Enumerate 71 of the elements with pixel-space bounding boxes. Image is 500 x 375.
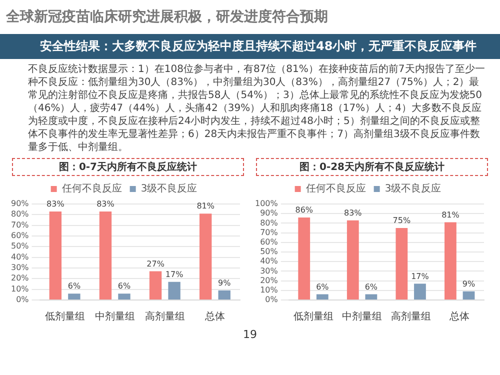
text: 安全性结果：大多数不良反应为轻中度且持续不超过48小时，无严重不良反应事件 <box>0 34 500 59</box>
y-tick-label: 100% <box>254 199 278 208</box>
bar <box>462 291 475 300</box>
y-tick-label: 40% <box>260 256 278 266</box>
y-tick-label: 90% <box>11 199 30 208</box>
data-label: 83% <box>96 200 115 209</box>
bar <box>396 228 408 300</box>
bar <box>199 214 212 300</box>
data-label: 9% <box>218 278 232 288</box>
legend-label: 任何不良反应 <box>304 182 366 195</box>
x-tick-label: 中剂量组 <box>94 310 135 323</box>
data-label: 9% <box>462 279 476 288</box>
y-tick-label: 10% <box>260 285 278 294</box>
y-tick-label: 20% <box>260 276 278 285</box>
bar <box>149 271 162 300</box>
legend-label: 3级不良反应 <box>384 182 442 195</box>
y-tick-label: 80% <box>11 210 30 219</box>
data-label: 86% <box>295 206 314 215</box>
text: 19 <box>243 328 257 341</box>
bar <box>68 294 80 300</box>
legend-label: 3级不良反应 <box>140 182 198 195</box>
bar <box>99 211 112 300</box>
data-label: 6% <box>364 282 378 292</box>
data-label: 81% <box>442 210 460 220</box>
y-tick-label: 50% <box>260 247 278 256</box>
y-tick-label: 10% <box>11 284 30 294</box>
y-tick-label: 60% <box>11 231 30 240</box>
chart-title: 图：0-28天内所有不良反应统计 <box>256 158 488 176</box>
y-tick-label: 90% <box>260 208 278 218</box>
y-tick-label: 50% <box>11 242 30 251</box>
bar <box>218 290 230 300</box>
x-tick-label: 总体 <box>204 310 225 323</box>
y-tick-label: 20% <box>11 274 30 283</box>
y-tick-label: 30% <box>11 263 30 272</box>
y-tick-label: 70% <box>11 220 30 230</box>
bar <box>118 294 130 300</box>
text: 全球新冠疫苗临床研究进展积极，研发进度符合预期 <box>5 8 329 27</box>
y-tick-label: 60% <box>260 237 278 246</box>
x-tick-label: 高剂量组 <box>390 310 431 323</box>
chart-title: 图：0-7天内所有不良反应统计 <box>12 158 244 176</box>
bar <box>365 294 378 300</box>
data-label: 27% <box>146 259 165 268</box>
text: 不良反应统计数据显示：1）在108位参与者中，有87位（81%）在接种疫苗后的前7天内报告了至少一种不良反应：低剂量组为30人（83%），中剂量组为30人（83%），高剂量组27（75%）人；2）最常见的注射部位不良反应是疼痛，共报告58人（54%）；3）总体上最常见的系统性不良反应为发烧50（46%）人，疲劳47（44%）人，头痛42（39%）人和肌肉疼痛18（17%）人；4）大多数不良反应为轻度或中度，不良反应在接种后24小时内发生，持续不超过48小时；5）剂量组之间的不良反应或整体不良事件的发生率无显著性差异；6）28天内未报告严重不良事件；7）高剂量组3级不良反应事件数量多于低、中剂量组。 <box>27 63 486 154</box>
bar <box>444 222 456 300</box>
data-label: 83% <box>344 208 362 218</box>
x-tick-label: 中剂量组 <box>342 310 382 323</box>
bar <box>298 217 310 300</box>
data-label: 6% <box>316 282 330 292</box>
data-label: 6% <box>68 282 81 291</box>
y-tick-label: 40% <box>11 252 30 262</box>
bar <box>414 284 426 300</box>
y-tick-label: 70% <box>260 228 278 237</box>
x-tick-label: 总体 <box>448 310 470 323</box>
y-tick-label: 0% <box>16 295 30 304</box>
bar <box>168 282 180 300</box>
x-tick-label: 高剂量组 <box>144 310 185 323</box>
data-label: 6% <box>118 282 131 291</box>
bar <box>49 211 62 300</box>
y-tick-label: 30% <box>260 266 278 276</box>
legend-label: 任何不良反应 <box>60 182 122 195</box>
data-label: 83% <box>46 200 65 209</box>
x-tick-label: 低剂量组 <box>44 310 85 323</box>
bar <box>346 220 359 300</box>
data-label: 75% <box>392 216 411 226</box>
data-label: 17% <box>411 272 430 281</box>
y-tick-label: 0% <box>265 295 278 304</box>
data-label: 81% <box>196 202 215 211</box>
y-tick-label: 80% <box>260 218 278 228</box>
bar <box>316 294 328 300</box>
x-tick-label: 低剂量组 <box>293 310 334 323</box>
data-label: 17% <box>165 270 184 279</box>
